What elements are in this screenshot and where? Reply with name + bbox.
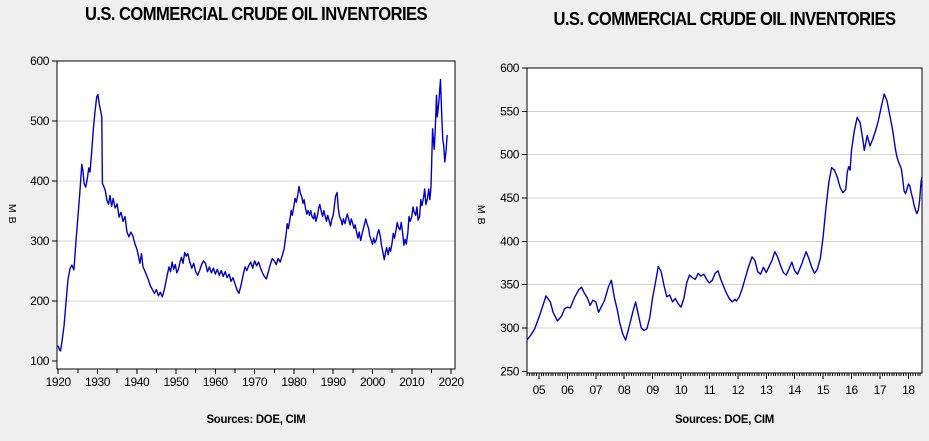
x-tick-label: 1970 xyxy=(242,375,268,389)
plot-area xyxy=(57,61,455,369)
y-tick-label: 400 xyxy=(500,234,520,248)
y-tick-label: 200 xyxy=(30,294,50,308)
x-tick-label: 17 xyxy=(874,383,887,397)
x-tick-label: 15 xyxy=(817,383,830,397)
x-tick-label: 06 xyxy=(561,383,574,397)
x-tick-label: 11 xyxy=(704,383,716,397)
right-chart-title: U.S. COMMERCIAL CRUDE OIL INVENTORIES xyxy=(553,9,896,29)
left-chart: 100 200 300 400 500 600 1920 1930 1940 1950 1960 19… xyxy=(30,54,465,389)
x-tick-label: 1940 xyxy=(124,375,150,389)
x-tick-label: 18 xyxy=(902,383,915,397)
y-tick-label: 500 xyxy=(30,114,50,128)
y-tick-label: 500 xyxy=(500,148,520,162)
x-tick-label: 2010 xyxy=(399,375,425,389)
x-tick-label: 09 xyxy=(646,383,659,397)
y-tick-label: 300 xyxy=(30,234,50,248)
plot-border xyxy=(526,67,923,374)
x-tick-label: 2000 xyxy=(360,375,386,389)
x-tick-label: 13 xyxy=(760,383,773,397)
x-tick-label: 07 xyxy=(590,383,603,397)
plot-area xyxy=(527,68,922,373)
x-tick-label: 05 xyxy=(533,383,546,397)
right-series-line xyxy=(526,93,923,341)
y-tick-label: 100 xyxy=(30,354,50,368)
left-series-line xyxy=(57,78,448,352)
x-tick-label: 1990 xyxy=(321,375,347,389)
x-tick-label: 10 xyxy=(675,383,688,397)
left-source-note: Sources: DOE, CIM xyxy=(206,412,306,426)
y-tick-label: 400 xyxy=(30,174,50,188)
y-tick-label: 600 xyxy=(500,61,520,75)
y-tick-label: 350 xyxy=(500,278,520,292)
left-chart-title: U.S. COMMERCIAL CRUDE OIL INVENTORIES xyxy=(84,4,428,24)
y-tick-label: 600 xyxy=(30,54,50,68)
x-tick-label: 08 xyxy=(618,383,631,397)
x-tick-label: 1980 xyxy=(281,375,307,389)
y-tick-label: 450 xyxy=(500,191,520,205)
x-tick-label: 1930 xyxy=(85,375,111,389)
x-tick-label: 14 xyxy=(788,383,801,397)
x-tick-label: 12 xyxy=(732,383,745,397)
x-tick-label: 16 xyxy=(845,383,858,397)
x-tick-label: 1960 xyxy=(203,375,229,389)
x-tick-label: 1950 xyxy=(163,375,189,389)
plot-border xyxy=(56,60,456,370)
y-tick-label: 300 xyxy=(500,321,520,335)
x-tick-label: 2020 xyxy=(439,375,465,389)
right-chart: 250 300 350 400 450 500 550 600 05 06 07 08 09 10 11 12… xyxy=(500,61,923,397)
y-tick-label: 250 xyxy=(500,364,520,378)
x-tick-label: 1920 xyxy=(46,375,72,389)
y-tick-label: 550 xyxy=(500,104,520,118)
right-source-note: Sources: DOE, CIM xyxy=(674,412,775,426)
